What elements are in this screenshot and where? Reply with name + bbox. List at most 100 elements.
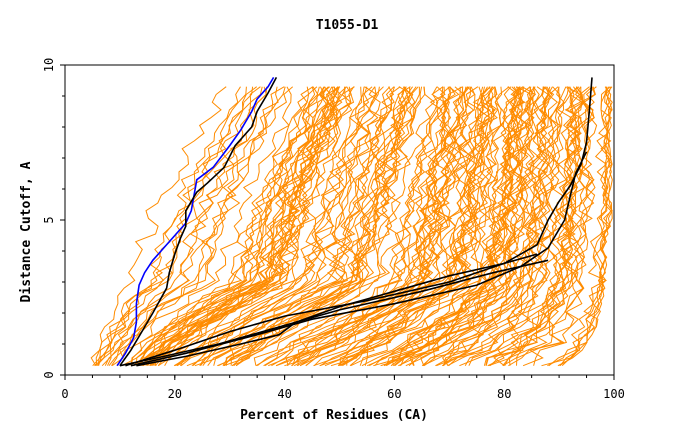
model-curve [154, 86, 355, 367]
x-tick-label: 80 [497, 387, 511, 401]
model-curve [111, 86, 286, 366]
model-curve [305, 86, 470, 367]
model-curve [350, 86, 503, 367]
model-curve [142, 86, 333, 367]
model-curve [374, 86, 521, 367]
model-curve [141, 86, 330, 367]
model-curve [154, 86, 341, 366]
model-curve [393, 86, 524, 367]
model-curve [548, 86, 612, 367]
model-curve [408, 86, 536, 367]
model-curve [373, 86, 522, 367]
model-curve [299, 86, 479, 367]
model-curve [383, 86, 520, 367]
model-curve [217, 86, 406, 367]
series-line-6 [136, 253, 538, 367]
model-curve [271, 86, 446, 367]
model-curve [132, 86, 316, 367]
model-curve [296, 86, 476, 367]
model-curve [504, 86, 590, 366]
y-tick-label: 5 [42, 216, 56, 223]
model-curve [151, 86, 347, 367]
model-curve [488, 86, 585, 367]
model-curve [164, 86, 353, 366]
x-tick-label: 60 [387, 387, 401, 401]
model-curve [483, 86, 577, 366]
model-curve [255, 86, 439, 367]
model-curve [338, 86, 491, 367]
model-curve [133, 86, 326, 367]
model-curve [508, 86, 596, 367]
model-curve [157, 86, 355, 367]
model-curve [291, 86, 464, 367]
model-curve [176, 86, 363, 367]
model-curve [145, 86, 340, 367]
model-curve [143, 86, 336, 367]
model-curve [541, 86, 611, 367]
model-curve [276, 86, 452, 367]
x-tick-label: 40 [277, 387, 291, 401]
y-tick-label: 10 [42, 58, 56, 72]
model-curve [489, 86, 583, 367]
x-axis-label: Percent of Residues (CA) [240, 408, 428, 423]
model-curve [199, 86, 391, 366]
model-curve [342, 86, 499, 367]
model-curve [268, 86, 451, 367]
model-curve [516, 86, 598, 366]
model-curve [223, 86, 411, 367]
model-curve [459, 86, 565, 367]
chart-title: T1055-D1 [316, 18, 379, 33]
series-line-3 [125, 77, 593, 367]
model-curve [121, 86, 310, 367]
model-curve [235, 86, 420, 367]
model-curve [130, 86, 314, 366]
model-curve [90, 86, 227, 366]
model-curve [95, 86, 241, 366]
model-curve [561, 86, 613, 367]
model-curve [151, 86, 347, 367]
model-curve [253, 86, 436, 366]
model-curve [422, 86, 549, 367]
x-tick-label: 100 [603, 387, 625, 401]
model-curve [192, 86, 380, 367]
model-curve [256, 86, 446, 367]
plot-area [90, 76, 613, 367]
model-curve [319, 86, 494, 367]
model-curve [409, 86, 536, 366]
model-curve [423, 86, 545, 367]
model-curve [448, 86, 567, 367]
model-curve [94, 86, 257, 367]
model-curve [218, 86, 408, 367]
series-line-1 [116, 76, 275, 367]
model-curve [368, 86, 519, 367]
model-curve [340, 86, 484, 367]
model-curve [96, 86, 263, 367]
model-curve [225, 86, 414, 366]
y-tick-label: 0 [42, 371, 56, 378]
model-curve [285, 86, 456, 366]
model-curve [264, 86, 448, 367]
model-curve [116, 86, 292, 366]
model-curve [398, 86, 537, 367]
model-curve [200, 86, 395, 366]
model-curve [313, 86, 482, 367]
model-curve [339, 86, 493, 366]
model-curve [149, 86, 343, 367]
x-tick-label: 0 [61, 387, 68, 401]
series-line-2 [119, 77, 278, 367]
series-line-4 [130, 151, 588, 367]
model-curve [179, 86, 370, 366]
axes-ticks: 0 20 40 60 80 100 0 5 10 [42, 58, 625, 401]
model-curve [104, 86, 279, 366]
model-curve [136, 86, 319, 366]
model-curve [174, 86, 365, 367]
x-tick-label: 20 [168, 387, 182, 401]
model-curve [144, 86, 329, 366]
model-curve [108, 86, 285, 367]
model-curve [107, 86, 267, 366]
model-curve [173, 86, 373, 367]
model-curve [299, 86, 476, 367]
model-curve [223, 86, 411, 367]
y-axis-label: Distance Cutoff, A [19, 161, 34, 302]
